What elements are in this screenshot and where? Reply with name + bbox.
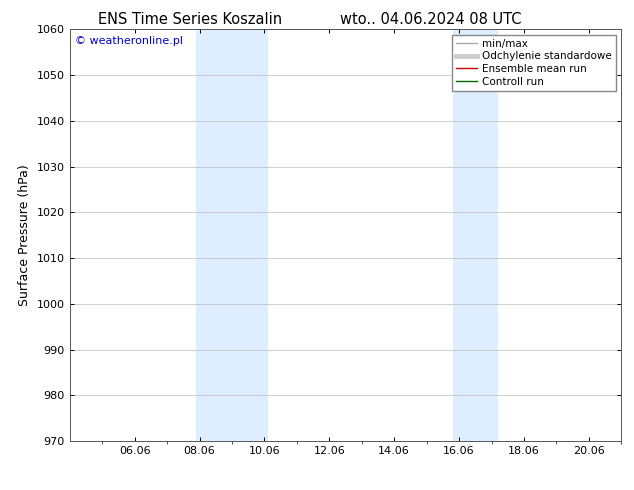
Text: ENS Time Series Koszalin: ENS Time Series Koszalin xyxy=(98,12,282,27)
Text: wto.. 04.06.2024 08 UTC: wto.. 04.06.2024 08 UTC xyxy=(340,12,522,27)
Text: © weatheronline.pl: © weatheronline.pl xyxy=(75,36,183,46)
Bar xyxy=(197,29,268,441)
Y-axis label: Surface Pressure (hPa): Surface Pressure (hPa) xyxy=(18,164,31,306)
Legend: min/max, Odchylenie standardowe, Ensemble mean run, Controll run: min/max, Odchylenie standardowe, Ensembl… xyxy=(452,35,616,91)
Bar xyxy=(453,29,498,441)
